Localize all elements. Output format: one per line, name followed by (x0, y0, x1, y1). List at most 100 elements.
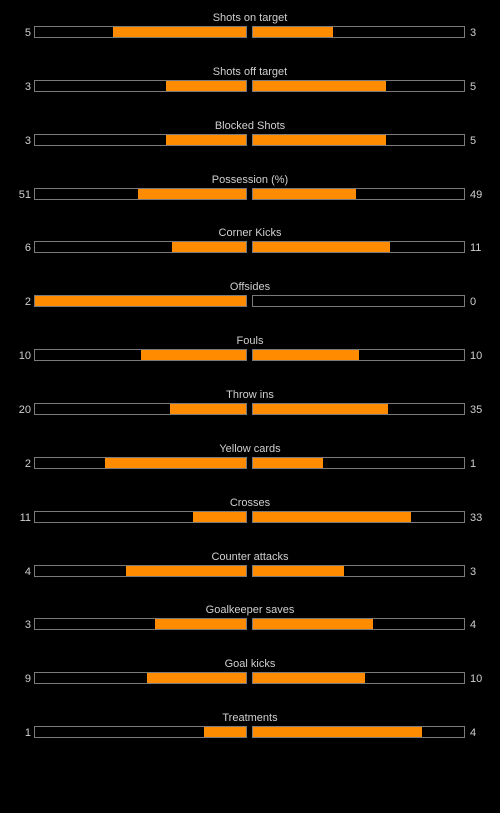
away-bar-track (252, 618, 465, 631)
home-value: 2 (24, 296, 31, 309)
away-bar-track (252, 133, 465, 146)
home-bar-track (34, 241, 247, 254)
away-bar-fill (253, 403, 389, 414)
home-bar-fill (113, 27, 246, 37)
home-bar-track (34, 187, 247, 200)
away-bar-fill (253, 673, 365, 684)
away-bar-fill (253, 188, 357, 199)
home-bar-track (34, 349, 247, 362)
stat-row: Shots off target 3 5 (0, 54, 500, 94)
home-value: 3 (24, 619, 31, 632)
away-bar-track (252, 510, 465, 523)
stat-row: Counter attacks 4 3 (0, 539, 500, 579)
away-bar-fill (253, 134, 386, 145)
away-bar-track (252, 402, 465, 415)
away-bar-fill (253, 727, 422, 738)
stat-title: Throw ins (226, 388, 274, 401)
stat-title: Counter attacks (211, 550, 289, 563)
home-bar-fill (35, 296, 246, 307)
stat-title: Corner Kicks (218, 227, 282, 240)
home-bar-fill (125, 565, 246, 576)
stat-row: Fouls 10 10 (0, 323, 500, 363)
home-bar-track (34, 26, 247, 38)
home-bar-track (34, 618, 247, 631)
home-bar-fill (146, 673, 246, 684)
stat-row: Throw ins 20 35 (0, 377, 500, 417)
stat-row: Yellow cards 2 1 (0, 431, 500, 471)
home-bar-track (34, 79, 247, 92)
away-value: 4 (470, 619, 477, 632)
away-bar-track (252, 26, 465, 38)
away-value: 49 (470, 188, 483, 201)
away-value: 11 (470, 242, 482, 255)
home-bar-track (34, 672, 247, 685)
away-bar-track (252, 79, 465, 92)
home-value: 6 (24, 242, 31, 255)
away-value: 3 (470, 27, 477, 39)
home-value: 2 (24, 457, 31, 470)
home-value: 3 (24, 80, 31, 93)
home-bar-track (34, 402, 247, 415)
away-value: 10 (470, 350, 483, 363)
home-bar-fill (203, 727, 246, 738)
away-value: 33 (470, 511, 483, 524)
stat-title: Treatments (222, 712, 278, 725)
stat-row: Treatments 1 4 (0, 700, 500, 740)
stat-title: Crosses (229, 496, 271, 509)
home-bar-fill (104, 457, 246, 468)
home-bar-track (34, 295, 247, 308)
away-value: 35 (470, 403, 483, 416)
stat-title: Yellow cards (219, 442, 281, 455)
away-bar-fill (253, 27, 334, 37)
home-bar-track (34, 510, 247, 523)
away-value: 1 (470, 457, 477, 470)
home-bar-track (34, 726, 247, 739)
away-bar-fill (253, 350, 359, 361)
away-value: 0 (470, 296, 477, 309)
home-value: 20 (18, 403, 31, 416)
home-value: 4 (24, 565, 31, 578)
home-value: 51 (18, 188, 31, 201)
home-bar-fill (165, 80, 246, 91)
away-bar-track (252, 241, 465, 254)
stat-row: Possession (%) 51 49 (0, 162, 500, 202)
stat-row: Crosses 11 33 (0, 485, 500, 525)
home-bar-fill (165, 134, 246, 145)
stat-row: Offsides 2 0 (0, 269, 500, 309)
away-bar-track (252, 456, 465, 469)
home-value: 9 (24, 673, 31, 686)
stat-title: Goalkeeper saves (205, 604, 295, 617)
home-value: 5 (24, 27, 31, 39)
stat-row: Goalkeeper saves 3 4 (0, 592, 500, 632)
home-value: 1 (24, 727, 31, 740)
away-value: 10 (470, 673, 483, 686)
away-value: 5 (470, 80, 477, 93)
home-bar-fill (172, 242, 246, 253)
home-bar-fill (140, 350, 246, 361)
away-bar-track (252, 726, 465, 739)
stat-title: Blocked Shots (214, 119, 286, 132)
away-bar-track (252, 349, 465, 362)
away-value: 3 (470, 565, 477, 578)
stat-row: Corner Kicks 6 11 (0, 215, 500, 255)
home-bar-fill (170, 403, 246, 414)
home-value: 10 (18, 350, 31, 363)
away-bar-fill (253, 619, 374, 630)
home-bar-track (34, 456, 247, 469)
home-bar-fill (193, 511, 246, 522)
stat-title: Goal kicks (224, 658, 276, 671)
away-bar-track (252, 564, 465, 577)
home-bar-track (34, 564, 247, 577)
stat-title: Offsides (229, 281, 271, 294)
away-bar-track (252, 672, 465, 685)
stat-title: Fouls (236, 335, 264, 348)
away-bar-track (252, 295, 465, 308)
stat-row: Shots on target 5 3 (0, 0, 500, 40)
home-bar-track (34, 133, 247, 146)
stat-row: Goal kicks 9 10 (0, 646, 500, 686)
stat-title: Shots on target (212, 12, 288, 24)
home-value: 3 (24, 134, 31, 147)
stat-title: Possession (%) (211, 173, 289, 186)
home-value: 11 (19, 511, 31, 524)
home-bar-fill (138, 188, 246, 199)
